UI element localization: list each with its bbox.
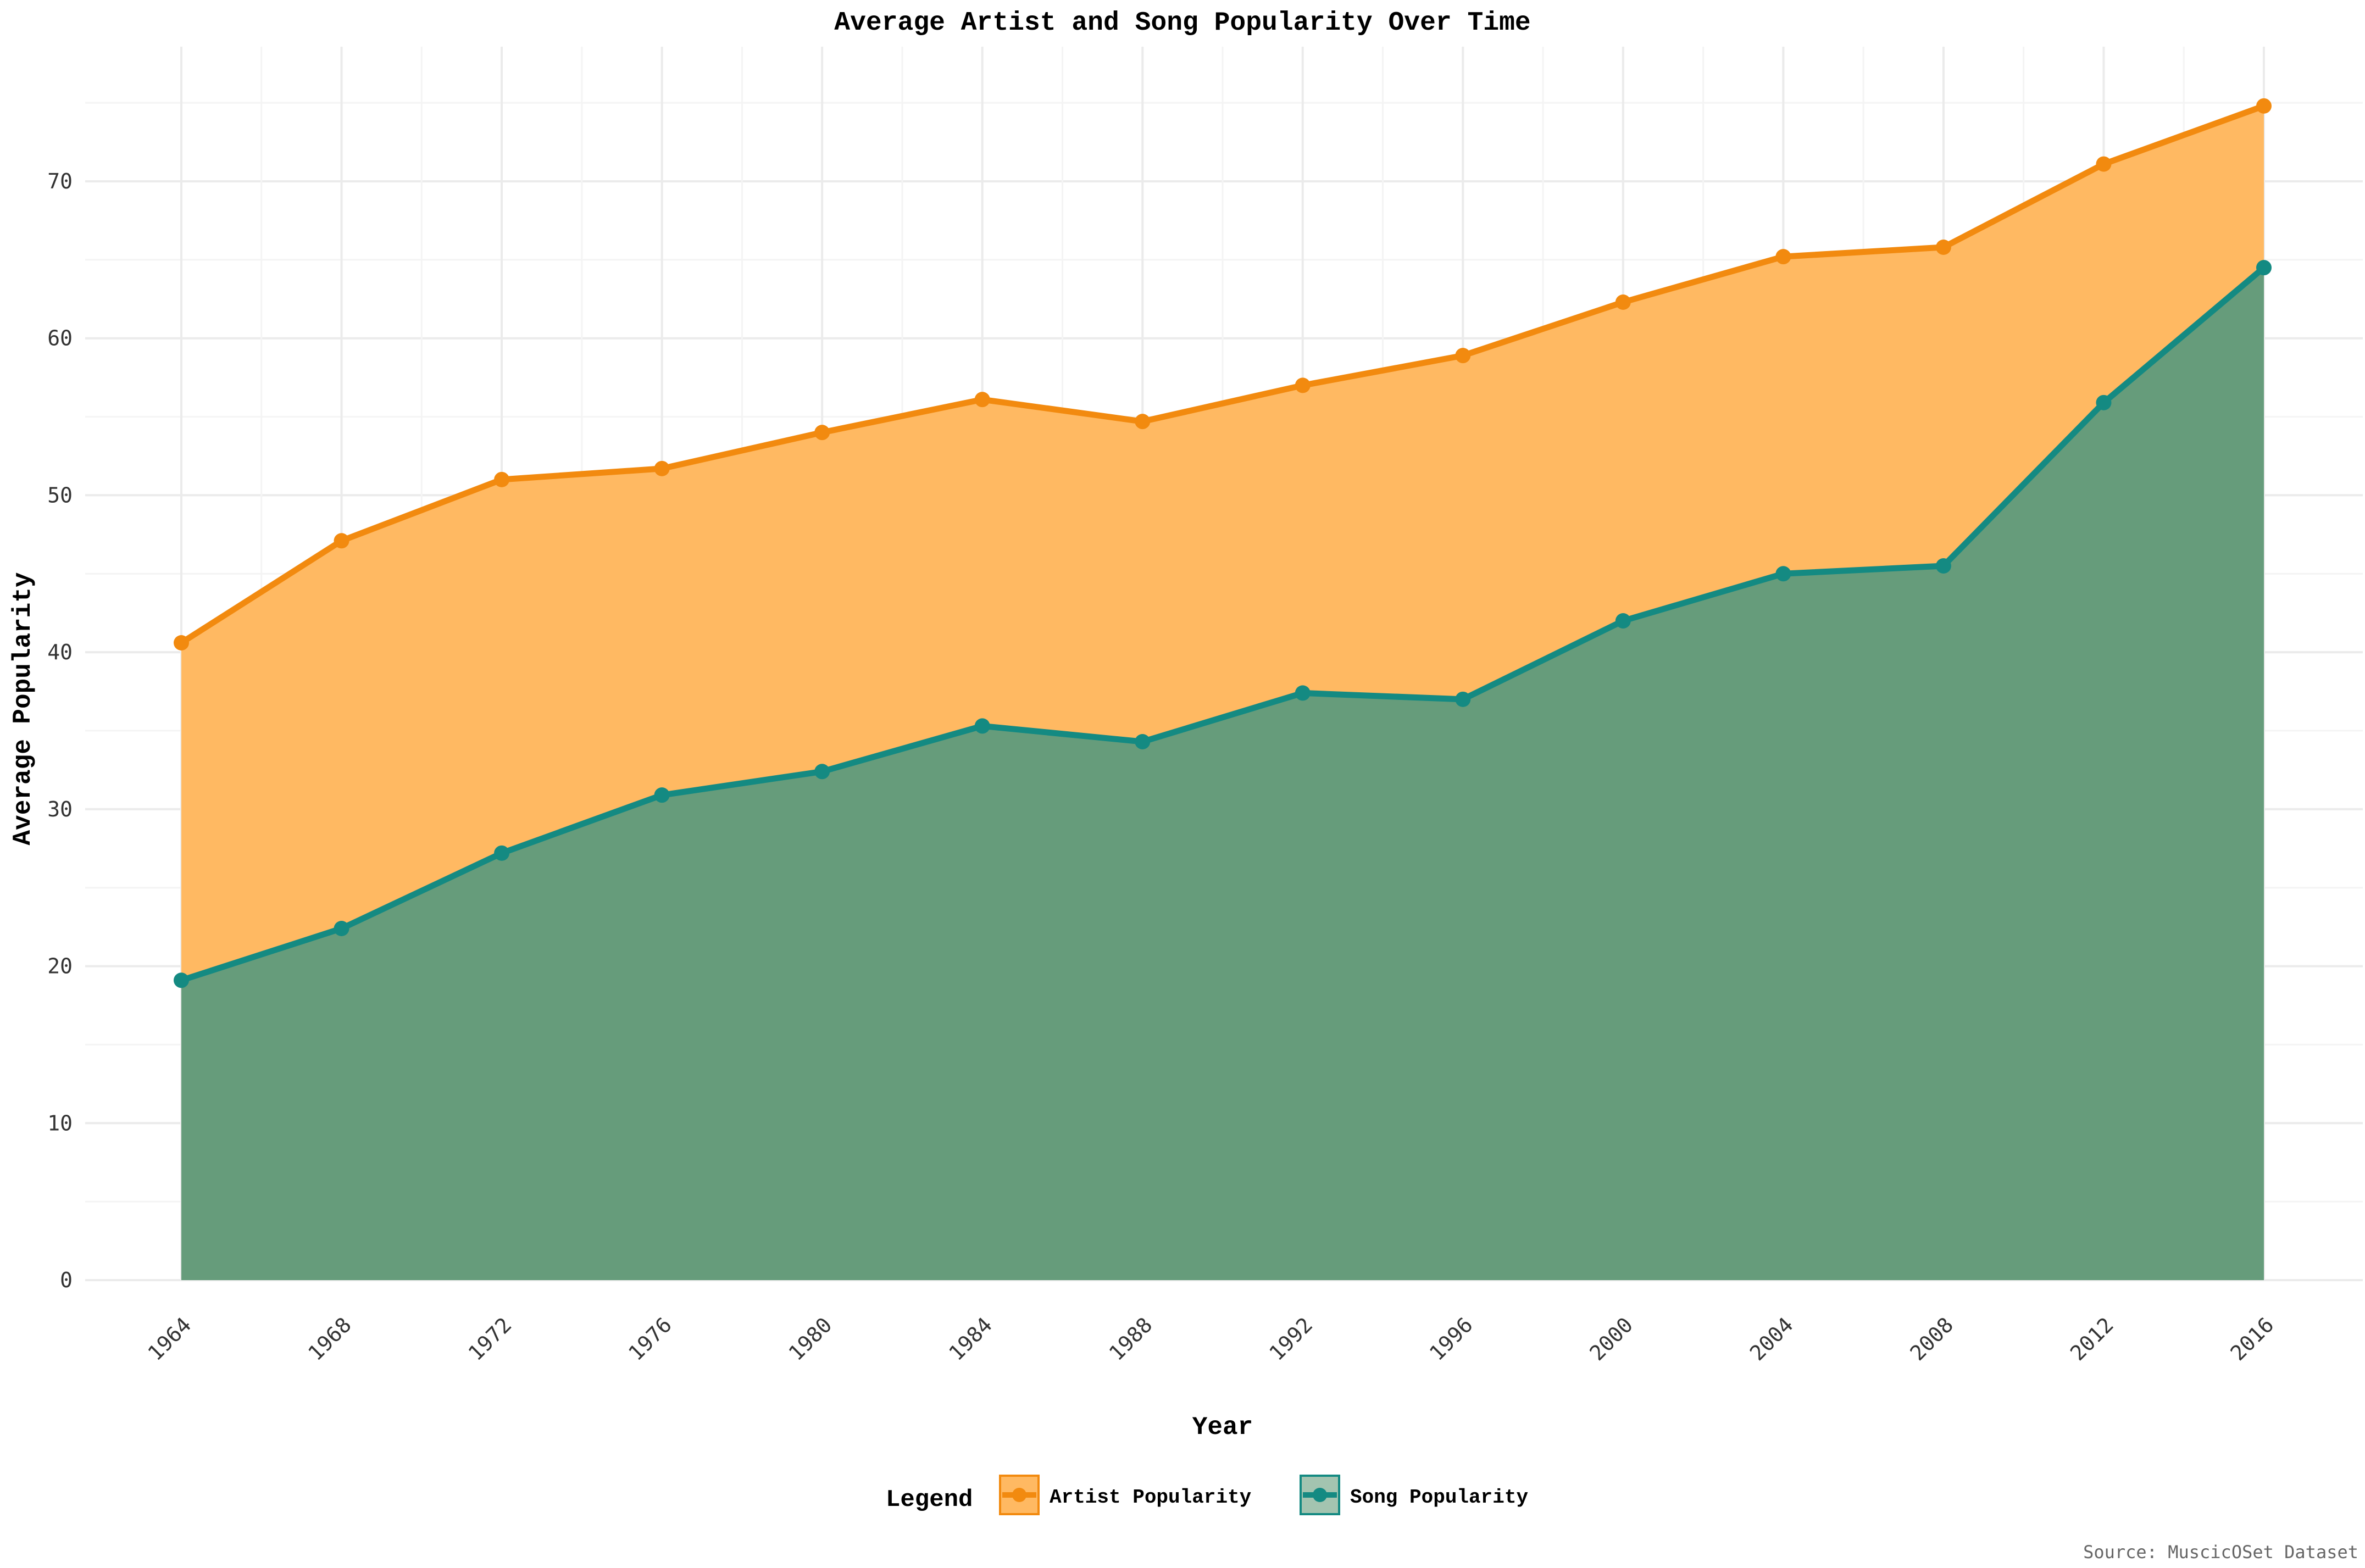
series-points: [174, 98, 2272, 988]
point-artist-popularity-2012: [2096, 156, 2112, 172]
point-song-popularity-2000: [1615, 613, 1631, 629]
legend-title: Legend: [886, 1486, 973, 1514]
y-tick-label: 30: [47, 797, 73, 821]
x-tick-label: 1988: [1104, 1313, 1157, 1365]
point-artist-popularity-1972: [494, 471, 510, 487]
point-song-popularity-2016: [2256, 260, 2272, 276]
legend-label-artist-popularity: Artist Popularity: [1050, 1486, 1251, 1509]
x-tick-label: 2008: [1905, 1313, 1958, 1365]
point-song-popularity-1968: [334, 921, 349, 936]
point-artist-popularity-1976: [654, 460, 670, 476]
point-song-popularity-2004: [1775, 566, 1791, 582]
y-tick-label: 20: [47, 954, 73, 978]
x-tick-label: 1992: [1264, 1313, 1317, 1365]
point-artist-popularity-1992: [1295, 377, 1311, 393]
point-artist-popularity-2016: [2256, 98, 2272, 114]
source-caption: Source: MuscicOSet Dataset: [2083, 1542, 2358, 1563]
x-axis-ticks: 1964 1968 1972 1976 1980 1984 1988 1992 1996 2000…: [143, 1313, 2279, 1365]
x-tick-label: 1964: [143, 1313, 196, 1365]
point-artist-popularity-1988: [1135, 414, 1151, 430]
point-song-popularity-2012: [2096, 394, 2112, 410]
chart-title: Average Artist and Song Popularity Over …: [834, 8, 1530, 38]
x-tick-label: 1980: [784, 1313, 837, 1365]
legend-key-point-artist-popularity: [1012, 1488, 1026, 1502]
series-lines: [180, 103, 2266, 983]
x-tick-label: 1996: [1425, 1313, 1478, 1365]
y-tick-label: 40: [47, 640, 73, 664]
point-song-popularity-1984: [974, 718, 990, 734]
point-artist-popularity-2004: [1775, 249, 1791, 265]
legend-key-point-song-popularity: [1313, 1488, 1327, 1502]
line-artist-popularity: [180, 103, 2265, 646]
point-song-popularity-1988: [1135, 734, 1151, 749]
point-artist-popularity-1980: [814, 425, 830, 441]
x-tick-label: 1984: [944, 1313, 997, 1365]
point-artist-popularity-1968: [334, 533, 349, 549]
legend-item-artist-popularity: Artist Popularity: [999, 1475, 1251, 1515]
point-song-popularity-1976: [654, 787, 670, 803]
y-axis-ticks: 0 10 20 30 40 50 60 70: [47, 169, 73, 1292]
point-artist-popularity-1996: [1455, 348, 1471, 364]
x-tick-label: 2004: [1745, 1313, 1798, 1365]
line-song-popularity: [180, 265, 2266, 983]
y-tick-label: 60: [47, 326, 73, 351]
point-song-popularity-1980: [814, 764, 830, 780]
area-song-popularity: [181, 268, 2264, 1281]
point-song-popularity-1972: [494, 845, 510, 861]
point-artist-popularity-2008: [1935, 240, 1951, 255]
y-tick-label: 50: [47, 483, 73, 507]
x-tick-label: 1968: [303, 1313, 356, 1365]
legend-label-song-popularity: Song Popularity: [1350, 1486, 1528, 1509]
areas: [181, 105, 2264, 1281]
point-artist-popularity-2000: [1615, 294, 1631, 310]
y-axis-title: Average Popularity: [9, 572, 37, 846]
y-tick-label: 0: [60, 1268, 73, 1292]
x-tick-label: 2012: [2066, 1313, 2118, 1365]
point-artist-popularity-1964: [174, 635, 189, 650]
x-tick-label: 1976: [624, 1313, 676, 1365]
point-song-popularity-1964: [174, 972, 189, 988]
x-tick-label: 2000: [1585, 1313, 1637, 1365]
y-tick-label: 70: [47, 169, 73, 193]
legend-item-song-popularity: Song Popularity: [1300, 1475, 1528, 1515]
point-song-popularity-1992: [1295, 685, 1311, 701]
point-song-popularity-2008: [1935, 558, 1951, 574]
x-tick-label: 1972: [464, 1313, 517, 1365]
legend: Legend Artist Popularity Song Popularity: [886, 1475, 1528, 1515]
x-tick-label: 2016: [2226, 1313, 2279, 1365]
point-song-popularity-1996: [1455, 691, 1471, 707]
y-tick-label: 10: [47, 1111, 73, 1135]
point-artist-popularity-1984: [974, 392, 990, 408]
x-axis-title: Year: [1192, 1413, 1253, 1442]
